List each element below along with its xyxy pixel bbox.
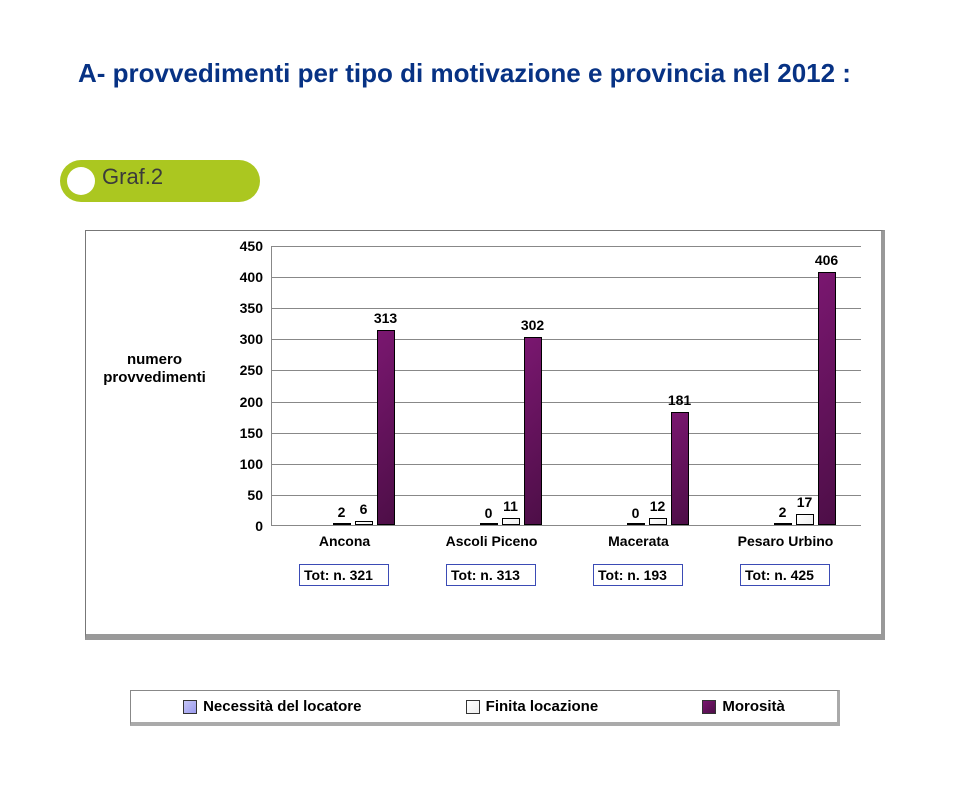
legend-item-finita: Finita locazione [466,698,599,715]
y-tick-label: 50 [221,487,263,503]
total-box: Tot: n. 321 [299,564,389,586]
chart-panel: numero provvedimenti 2631301130201218121… [85,230,885,640]
legend-label-morosita: Morosità [722,698,785,715]
bar-finita [502,518,520,525]
gridline [272,495,861,496]
total-box: Tot: n. 313 [446,564,536,586]
bar-finita [355,521,373,525]
bar-morosita [818,272,836,525]
gridline [272,370,861,371]
swatch-finita [466,700,480,714]
swatch-necessita [183,700,197,714]
data-label: 17 [797,494,813,510]
bar-morosita [524,337,542,525]
page-title: A- provvedimenti per tipo di motivazione… [78,58,851,89]
data-label: 11 [503,498,518,514]
gridline [272,464,861,465]
category-label: Pesaro Urbino [712,533,859,549]
y-tick-label: 400 [221,269,263,285]
y-axis-label: numero provvedimenti [92,351,217,387]
data-label: 302 [521,317,544,333]
data-label: 406 [815,252,838,268]
y-tick-label: 150 [221,425,263,441]
y-tick-label: 250 [221,362,263,378]
swatch-morosita [702,700,716,714]
data-label: 181 [668,392,691,408]
legend-label-necessita: Necessità del locatore [203,698,361,715]
gridline [272,433,861,434]
total-box: Tot: n. 425 [740,564,830,586]
total-box: Tot: n. 193 [593,564,683,586]
data-label: 0 [632,505,640,521]
legend-label-finita: Finita locazione [486,698,599,715]
bar-morosita [377,330,395,525]
legend-item-necessita: Necessità del locatore [183,698,361,715]
category-label: Macerata [565,533,712,549]
y-tick-label: 200 [221,394,263,410]
gridline [272,246,861,247]
gridline [272,339,861,340]
y-tick-label: 450 [221,238,263,254]
graf-label: Graf.2 [102,164,163,190]
bar-finita [649,518,667,525]
bar-morosita [671,412,689,525]
gridline [272,277,861,278]
plot-area: 26313011302012181217406 [271,246,861,526]
y-axis-label-line2: provvedimenti [103,369,206,386]
data-label: 6 [360,501,368,517]
bar-finita [796,514,814,525]
y-tick-label: 300 [221,331,263,347]
data-label: 12 [650,498,666,514]
bar-necessita [627,523,645,525]
category-label: Ancona [271,533,418,549]
gridline [272,402,861,403]
y-tick-label: 350 [221,300,263,316]
y-tick-label: 0 [221,518,263,534]
bar-necessita [480,523,498,525]
data-label: 313 [374,310,397,326]
legend-item-morosita: Morosità [702,698,785,715]
data-label: 2 [338,504,346,520]
bar-necessita [774,523,792,525]
gridline [272,308,861,309]
y-axis-label-line1: numero [127,351,182,368]
bar-necessita [333,523,351,525]
data-label: 2 [779,504,787,520]
category-label: Ascoli Piceno [418,533,565,549]
y-tick-label: 100 [221,456,263,472]
legend: Necessità del locatore Finita locazione … [130,690,840,726]
data-label: 0 [485,505,493,521]
